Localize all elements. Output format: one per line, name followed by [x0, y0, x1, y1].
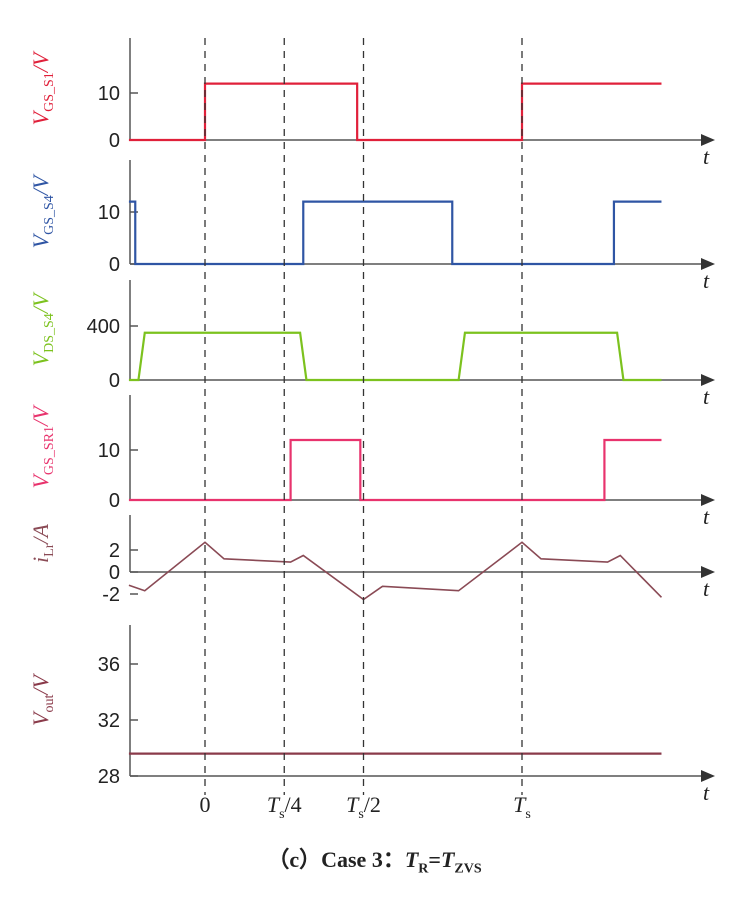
y-tick-label: 0: [109, 490, 120, 512]
x-axis-symbol-vds-s4: t: [703, 384, 710, 409]
y-tick-label: 0: [109, 254, 120, 276]
x-axis-arrow-i-lr: [701, 566, 715, 578]
x-axis-symbol-vgs-s1: t: [703, 144, 710, 169]
y-tick-label: 28: [98, 766, 120, 788]
x-tick-label: Ts: [513, 792, 531, 822]
series-line-vds-s4: [128, 331, 662, 382]
panel-i-lr: t -202 iLr/A: [28, 515, 715, 606]
x-axis-symbol-i-lr: t: [703, 576, 710, 601]
caption-eq: =: [428, 847, 441, 872]
panel-vds-s4: t 0 400 VDS_S4/V: [28, 280, 715, 409]
y-axis-label-vds-s4: VDS_S4/V: [28, 291, 57, 366]
x-axis-symbol-vout: t: [703, 780, 710, 805]
series-line-vgs-s4: [128, 200, 662, 266]
x-axis-arrow-vout: [701, 770, 715, 782]
y-tick-label: 32: [98, 710, 120, 732]
x-axis-arrow-vds-s4: [701, 374, 715, 386]
caption-rhs-sub: ZVS: [454, 861, 482, 877]
x-axis-arrow-vgs-sr1: [701, 494, 715, 506]
panel-vgs-s4: t 0 10 VGS_S4/V: [28, 160, 715, 293]
y-tick-label: 0: [109, 562, 120, 584]
y-axis-label-vgs-s4: VGS_S4/V: [28, 173, 57, 248]
x-axis-arrow-vgs-s1: [701, 134, 715, 146]
series-line-i-lr: [128, 541, 663, 601]
figure-caption: （c）Case 3：TR=TZVS: [0, 842, 749, 877]
y-tick-label: 0: [109, 130, 120, 152]
series-line-vgs-sr1: [128, 438, 662, 502]
y-axis-label-i-lr: iLr/A: [28, 523, 57, 562]
y-tick-label: 400: [87, 316, 120, 338]
y-tick-label: 0: [109, 370, 120, 392]
caption-lhs-sub: R: [418, 861, 429, 877]
caption-lhs: T: [404, 847, 419, 872]
panel-vgs-s1: t 0 10 VGS_S1/V: [28, 38, 715, 169]
x-axis-symbol-vgs-s4: t: [703, 268, 710, 293]
x-tick-label: Ts/2: [346, 792, 381, 822]
y-axis-label-vgs-s1: VGS_S1/V: [28, 50, 57, 125]
y-tick-label: -2: [102, 584, 120, 606]
caption-prefix: （c）Case 3：: [267, 847, 405, 872]
panel-vout: t 28 32 36 Vout/V: [28, 625, 715, 805]
x-tick-label: Ts/4: [267, 792, 302, 822]
y-axis-label-vout: Vout/V: [28, 672, 57, 725]
y-tick-label: 36: [98, 654, 120, 676]
x-tick-label: 0: [200, 792, 211, 817]
x-axis-symbol-vgs-sr1: t: [703, 504, 710, 529]
caption-rhs: T: [440, 847, 455, 872]
series-line-vgs-s1: [128, 82, 662, 142]
y-tick-label: 10: [98, 202, 120, 224]
y-tick-label: 2: [109, 540, 120, 562]
panel-vgs-sr1: t 0 10 VGS_SR1/V: [28, 395, 715, 529]
y-tick-label: 10: [98, 440, 120, 462]
y-axis-label-vgs-sr1: VGS_SR1/V: [28, 404, 57, 489]
x-axis-arrow-vgs-s4: [701, 258, 715, 270]
y-tick-label: 10: [98, 83, 120, 105]
